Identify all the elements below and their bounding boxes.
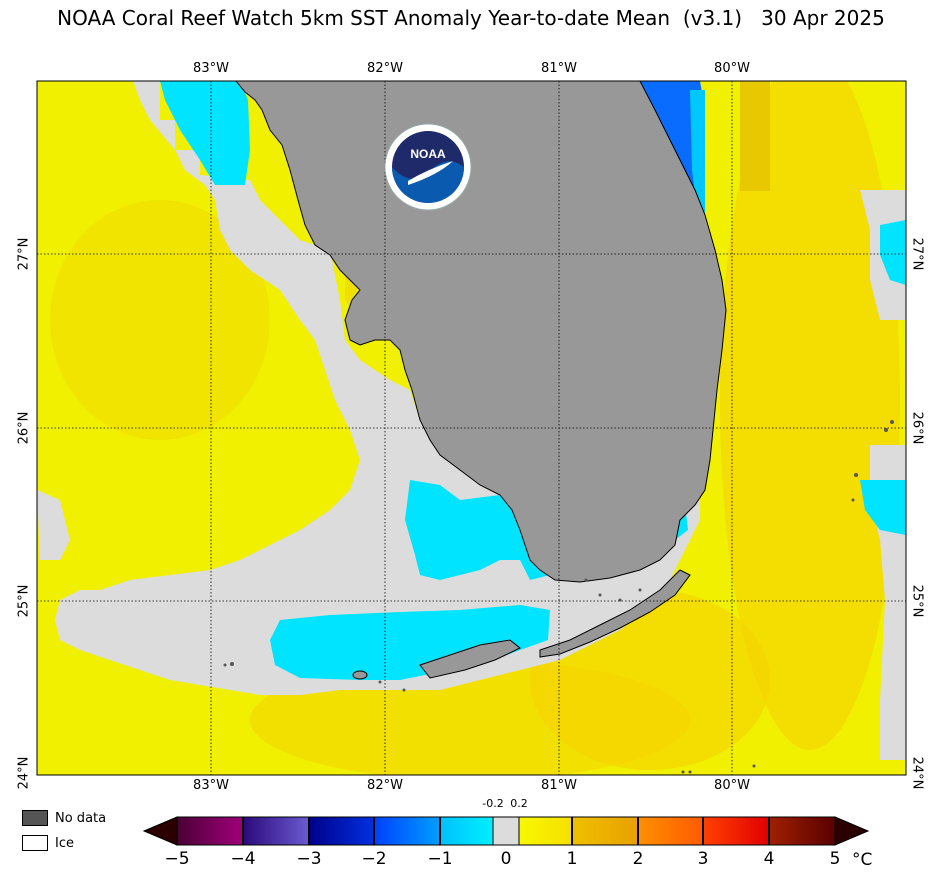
lon-label-top: 80°W [714,61,750,76]
colorbar-tick: 3 [697,849,709,869]
map-data-layer [37,81,906,775]
colorbar-unit: °C [852,850,873,870]
map-frame [36,80,907,776]
lat-label-right: 26°N [909,411,925,445]
lat-label-left: 24°N [16,756,32,790]
lon-label-top: 82°W [367,61,403,76]
colorbar-small-label-neg: -0.2 [482,797,504,810]
colorbar-tick: 1 [566,849,578,869]
lon-label-bottom: 83°W [193,778,229,793]
lat-label-left: 26°N [16,411,32,445]
colorbar-tick: 5 [829,849,841,869]
cool-anomaly-patch [160,81,250,185]
colorbar-tick: −3 [296,849,322,869]
graticule [37,81,906,775]
noaa-logo: NOAA [384,123,472,211]
lon-label-bottom: 82°W [367,778,403,793]
florida-keys [539,569,691,658]
colorbar-tick: 0 [500,849,512,869]
gulf-stream-warm-band [720,81,900,750]
colorbar [142,816,870,846]
lat-label-left: 25°N [16,584,32,618]
no-data-label: No data [55,811,107,826]
map-title: NOAA Coral Reef Watch 5km SST Anomaly Ye… [57,6,885,30]
no-data-swatch [22,810,48,826]
lon-label-top: 83°W [193,61,229,76]
colorbar-tick: −4 [230,849,256,869]
colorbar-tick: −5 [164,849,190,869]
lon-label-bottom: 81°W [541,778,577,793]
lat-label-right: 27°N [909,237,925,271]
lat-label-right: 25°N [909,584,925,618]
small-islands [223,420,894,774]
florida-landmass [235,81,727,583]
colorbar-tick: −2 [361,849,387,869]
colorbar-tick: 2 [632,849,644,869]
ice-swatch [22,835,48,851]
colorbar-tick: 4 [763,849,775,869]
lon-label-bottom: 80°W [714,778,750,793]
ice-label: Ice [55,836,74,851]
lon-label-top: 81°W [541,61,577,76]
colorbar-small-label-pos: 0.2 [510,797,528,810]
colorbar-tick: −1 [427,849,453,869]
lat-label-right: 24°N [909,756,925,790]
noaa-logo-text: NOAA [410,147,446,161]
lat-label-left: 27°N [16,237,32,271]
